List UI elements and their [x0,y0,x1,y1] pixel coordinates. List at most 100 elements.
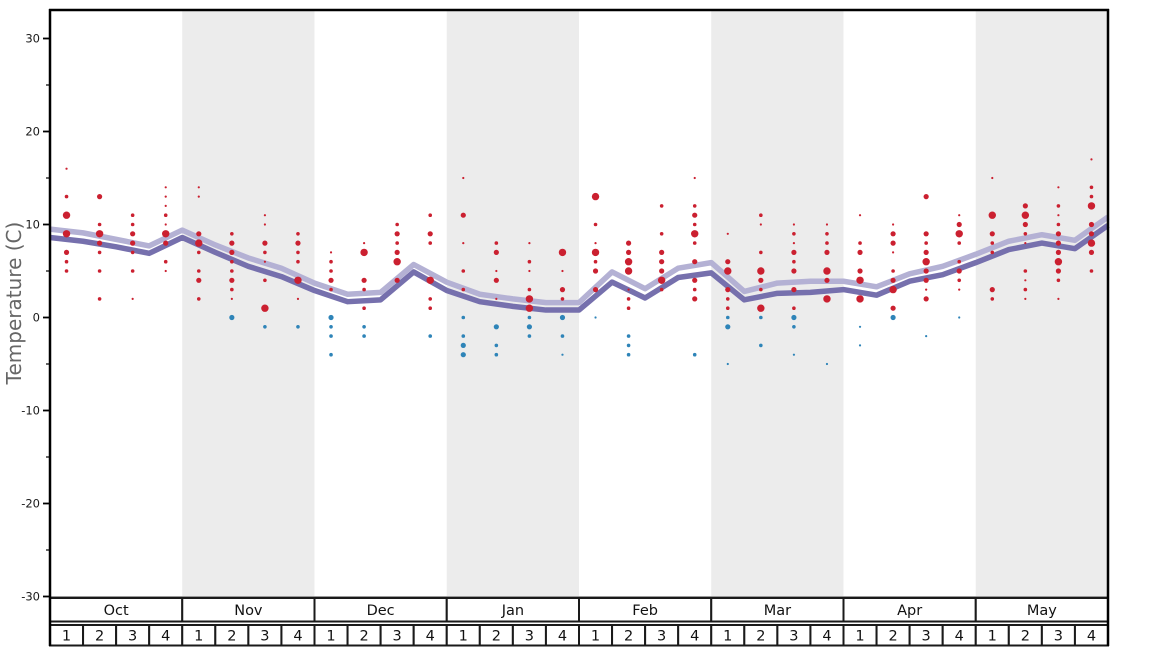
temp-dot-below-zero [461,315,466,320]
temp-dot-above-zero [725,306,730,311]
temp-dot-below-zero [925,335,928,338]
week-label: 3 [922,629,931,645]
temp-dot-above-zero [560,297,565,301]
temp-dot-below-zero [792,353,796,356]
temp-dot-above-zero [890,240,896,246]
temp-dot-above-zero [130,240,136,246]
temp-dot-above-zero [263,250,267,255]
temp-dot-above-zero [230,297,233,300]
temp-dot-below-zero [725,324,731,330]
temp-dot-above-zero [230,287,234,292]
temp-dot-above-zero [757,304,765,312]
temp-dot-above-zero [1024,297,1027,300]
temp-dot-above-zero [162,230,170,238]
temp-dot-above-zero [991,176,994,180]
temp-dot-above-zero [957,259,962,264]
temp-dot-above-zero [990,250,995,255]
month-label: Mar [764,603,791,619]
week-label: 2 [624,629,633,645]
temp-dot-below-zero [296,325,300,329]
week-label: 4 [426,629,435,645]
week-label: 1 [194,629,203,645]
temp-dot-above-zero [63,249,70,255]
temp-dot-above-zero [163,259,168,264]
temp-dot-below-zero [890,314,896,321]
temp-dot-above-zero [990,297,995,301]
temp-dot-above-zero [626,297,631,301]
temp-dot-above-zero [990,241,995,245]
y-axis-tick-label: 10 [25,218,40,232]
y-axis-tick-label: -20 [21,497,40,511]
week-label: 2 [359,629,368,645]
temp-dot-above-zero [890,305,896,311]
temp-dot-above-zero [1087,202,1096,210]
temp-dot-above-zero [593,222,598,227]
temp-dot-above-zero [64,259,69,264]
temp-dot-above-zero [493,277,499,283]
week-label: 1 [723,629,732,645]
y-axis-tick-label: -30 [21,590,40,604]
month-label: Oct [104,603,129,619]
temp-dot-above-zero [1056,278,1061,283]
temp-dot-above-zero [725,287,731,293]
temp-dot-above-zero [263,278,267,283]
temp-dot-above-zero [891,269,895,273]
temp-dot-below-zero [328,314,334,321]
month-label: Jan [501,603,524,619]
y-axis-tick-label: 0 [33,311,40,325]
week-label: 2 [756,629,765,645]
temp-dot-above-zero [561,269,564,273]
temp-dot-above-zero [362,287,366,292]
week-label: 3 [525,629,534,645]
temp-dot-below-zero [626,334,631,338]
temp-dot-below-zero [527,315,532,320]
temp-dot-above-zero [823,267,831,275]
temp-dot-above-zero [230,269,234,273]
temp-dot-above-zero [792,223,796,226]
temp-dot-above-zero [296,250,300,255]
temp-dot-above-zero [163,213,168,217]
temp-dot-below-zero [759,343,763,348]
temp-dot-above-zero [196,231,202,237]
temp-dot-below-zero [229,314,235,321]
temp-dot-above-zero [824,249,830,255]
temp-dot-above-zero [791,268,797,274]
temp-dot-above-zero [296,232,300,236]
temp-dot-above-zero [889,285,897,294]
temp-dot-above-zero [594,242,597,245]
temp-dot-above-zero [757,267,765,275]
average-high-line [49,214,1110,306]
temp-dot-above-zero [891,223,895,226]
temp-dot-below-zero [460,352,466,358]
temp-dot-above-zero [263,260,267,263]
temp-dot-above-zero [95,230,104,238]
temp-dot-above-zero [857,268,863,274]
temp-dot-below-zero [329,334,333,338]
temp-dot-below-zero [494,343,499,348]
temp-dot-above-zero [97,297,102,301]
week-label: 2 [227,629,236,645]
temp-dot-above-zero [131,297,134,300]
temp-dot-above-zero [493,249,499,255]
temp-dot-below-zero [858,344,862,347]
temp-dot-above-zero [858,214,862,217]
temp-dot-above-zero [725,297,730,301]
temp-dot-above-zero [360,248,368,257]
temp-dot-above-zero [792,242,796,245]
temp-dot-above-zero [130,222,135,227]
temp-dot-above-zero [958,288,961,291]
temp-dot-below-zero [561,353,564,356]
temp-dot-above-zero [924,241,928,245]
temp-dot-above-zero [558,248,567,257]
temp-dot-above-zero [957,278,962,283]
temp-dot-above-zero [923,277,929,283]
temp-dot-above-zero [427,231,433,237]
week-label: 1 [459,629,468,645]
temp-dot-above-zero [624,258,633,266]
temp-dot-above-zero [923,268,929,274]
week-label: 3 [1054,629,1063,645]
temp-dot-above-zero [1055,249,1062,255]
temp-dot-above-zero [1054,258,1063,266]
temp-dot-above-zero [923,249,929,255]
temp-dot-above-zero [263,214,267,217]
